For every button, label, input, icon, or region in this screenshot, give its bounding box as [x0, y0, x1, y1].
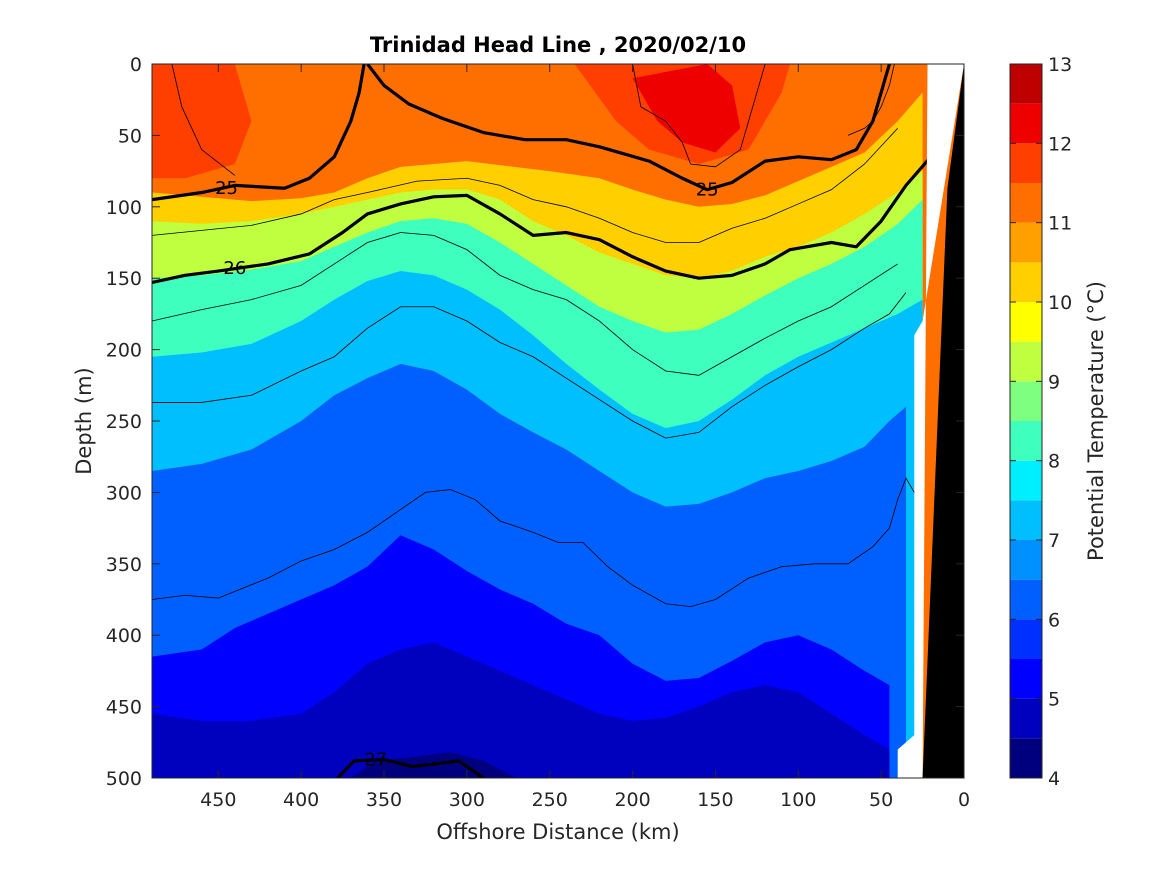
isotherm-contour — [632, 64, 766, 168]
x-tick-label: 50 — [869, 789, 893, 811]
isotherm-contour — [152, 477, 918, 608]
colorbar-tick-label: 8 — [1048, 451, 1060, 473]
colorbar-swatch — [1010, 341, 1042, 382]
isotherm-contour — [152, 127, 899, 243]
isotherm-contour — [171, 64, 236, 176]
no-data-region — [897, 64, 964, 778]
density-contour-label: 27 — [364, 749, 387, 770]
x-axis: 450 400 350 300 250 200 150 100 50 0 — [200, 64, 970, 811]
warm-core — [632, 64, 741, 153]
x-axis-title: Offshore Distance (km) — [436, 820, 679, 844]
colorbar-title: Potential Temperature (°C) — [1084, 281, 1108, 561]
x-tick-label: 350 — [366, 789, 402, 811]
x-tick-label: 250 — [532, 789, 568, 811]
colorbar-swatch — [1010, 222, 1042, 263]
x-tick-label: 400 — [283, 789, 319, 811]
density-contour-label: 25 — [215, 178, 238, 199]
colorbar-swatch — [1010, 738, 1042, 778]
colorbar-tick-label: 13 — [1048, 54, 1072, 76]
colorbar-swatch — [1010, 143, 1042, 183]
colorbar-swatch — [1010, 659, 1042, 699]
colorbar-tick-label: 4 — [1048, 768, 1060, 790]
y-tick-label: 0 — [130, 54, 142, 76]
colorbar-swatch — [1010, 183, 1042, 223]
y-tick-label: 500 — [106, 768, 142, 790]
density-contour — [366, 64, 891, 192]
y-tick-label: 50 — [118, 125, 142, 147]
y-tick-label: 100 — [106, 197, 142, 219]
seafloor-land — [922, 64, 964, 778]
isotherm-contour — [847, 64, 895, 136]
x-tick-label: 150 — [697, 789, 733, 811]
isotherm-contour — [152, 232, 898, 376]
colorbar-swatch — [1010, 64, 1042, 104]
x-tick-label: 300 — [449, 789, 485, 811]
warm-core — [152, 64, 252, 179]
x-tick-label: 100 — [780, 789, 816, 811]
colorbar-swatch — [1010, 103, 1042, 144]
colorbar-swatch — [1010, 579, 1042, 620]
x-tick-label: 0 — [958, 789, 970, 811]
y-tick-label: 350 — [106, 554, 142, 576]
colorbar: 4 5 6 7 8 9 10 11 12 13 — [1009, 54, 1072, 790]
density-contour-label: 25 — [696, 180, 719, 201]
density-contour — [152, 64, 366, 202]
y-axis: 0 50 100 150 200 250 300 350 400 450 500 — [106, 54, 964, 790]
colorbar-swatch — [1010, 262, 1042, 302]
colorbar-swatch — [1010, 381, 1042, 421]
y-tick-label: 300 — [106, 482, 142, 504]
colorbar-tick-label: 10 — [1048, 292, 1072, 314]
colorbar-tick-label: 6 — [1048, 609, 1060, 631]
colorbar-swatch — [1010, 698, 1042, 739]
density-contour — [336, 757, 485, 778]
chart-title: Trinidad Head Line , 2020/02/10 — [370, 33, 746, 57]
colorbar-swatch — [1010, 460, 1042, 501]
colorbar-frame — [1009, 63, 1043, 779]
colorbar-tick-label: 5 — [1048, 689, 1060, 711]
y-axis-title: Depth (m) — [72, 367, 96, 474]
y-tick-label: 250 — [106, 411, 142, 433]
colorbar-swatch — [1010, 421, 1042, 461]
y-tick-label: 200 — [106, 340, 142, 362]
isotherm-contour — [152, 292, 907, 439]
temperature-band — [152, 642, 890, 778]
colorbar-swatch — [1010, 540, 1042, 580]
colorbar-tick-label: 7 — [1048, 530, 1060, 552]
x-tick-label: 450 — [200, 789, 236, 811]
colorbar-tick-label: 12 — [1048, 133, 1072, 155]
y-tick-label: 150 — [106, 268, 142, 290]
x-tick-label: 200 — [614, 789, 650, 811]
y-tick-label: 450 — [106, 697, 142, 719]
colorbar-tick-label: 11 — [1048, 213, 1072, 235]
plot-area: 25 25 26 27 — [152, 64, 964, 778]
colorbar-swatch — [1010, 619, 1042, 659]
colorbar-swatch — [1010, 302, 1042, 342]
density-contour — [152, 155, 933, 285]
colorbar-swatch — [1010, 500, 1042, 540]
y-tick-label: 400 — [106, 625, 142, 647]
colorbar-tick-label: 9 — [1048, 371, 1060, 393]
density-contour-label: 26 — [223, 258, 246, 279]
